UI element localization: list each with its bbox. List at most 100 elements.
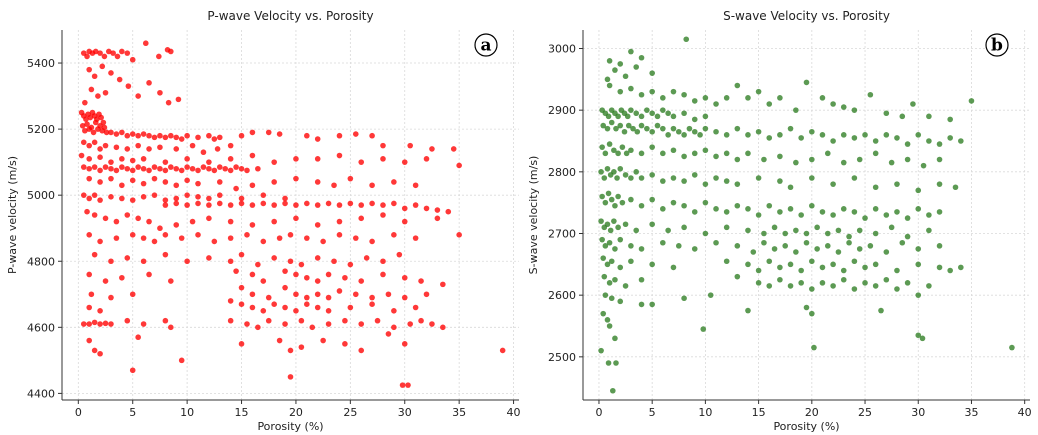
data-point — [777, 153, 783, 160]
data-point — [352, 131, 359, 137]
data-point — [401, 274, 408, 281]
data-point — [745, 132, 751, 138]
data-point — [304, 235, 310, 241]
data-point — [723, 258, 730, 265]
x-tick-label: 30 — [911, 406, 925, 419]
data-point — [713, 101, 719, 107]
data-point — [287, 258, 294, 265]
data-point — [162, 232, 169, 238]
data-point — [347, 200, 354, 207]
data-point — [407, 142, 413, 149]
data-point — [445, 208, 452, 215]
data-point — [129, 157, 136, 164]
panel-label-circle — [474, 33, 498, 57]
data-point — [184, 177, 190, 184]
data-point — [787, 283, 794, 289]
data-point — [358, 159, 365, 165]
data-point — [86, 165, 93, 172]
data-point — [625, 122, 632, 129]
data-point — [649, 70, 655, 76]
data-point — [851, 175, 858, 181]
data-point — [124, 50, 131, 56]
data-point — [293, 291, 299, 298]
data-point — [649, 144, 655, 150]
data-point — [108, 258, 114, 265]
data-point — [621, 128, 628, 135]
data-point — [314, 156, 321, 162]
data-point — [440, 281, 446, 288]
data-point — [119, 195, 125, 202]
data-point — [369, 301, 375, 307]
data-point — [369, 182, 375, 189]
data-point — [91, 251, 98, 258]
data-point — [90, 129, 97, 136]
data-point — [755, 128, 762, 135]
data-point — [611, 218, 617, 224]
data-point — [238, 200, 245, 207]
data-point — [499, 347, 506, 354]
data-point — [227, 218, 234, 225]
data-point — [681, 132, 687, 138]
data-point — [888, 224, 895, 231]
x-tick-label: 5 — [649, 406, 656, 419]
data-point — [851, 258, 858, 265]
data-point — [793, 227, 799, 234]
data-point — [623, 150, 630, 157]
data-point — [904, 233, 911, 240]
x-tick-label: 5 — [129, 406, 136, 419]
data-point — [777, 178, 783, 184]
data-point — [173, 165, 180, 172]
data-point — [691, 116, 698, 123]
data-point — [599, 144, 605, 150]
data-point — [628, 243, 634, 249]
data-point — [314, 255, 321, 261]
data-point — [809, 175, 815, 181]
data-point — [617, 88, 624, 95]
data-point — [628, 258, 634, 265]
data-point — [681, 178, 687, 184]
data-point — [189, 218, 196, 225]
data-point — [168, 132, 174, 139]
y-tick-label: 5200 — [27, 123, 55, 136]
data-point — [830, 181, 836, 187]
data-point — [97, 167, 103, 174]
data-point — [293, 308, 299, 314]
data-point — [151, 175, 158, 182]
data-point — [325, 321, 332, 327]
panel-b: 0 5 10 15 20 25 30 35 40 2500 2600 2700 2800 2900 3000… — [527, 9, 1032, 433]
data-point — [649, 196, 655, 203]
data-point — [282, 284, 288, 291]
x-axis-label: Porosity (%) — [773, 420, 839, 433]
data-point — [271, 202, 277, 208]
data-point — [851, 107, 858, 113]
y-tick-label: 2500 — [548, 351, 576, 364]
data-point — [86, 126, 93, 132]
data-point — [872, 206, 879, 212]
data-point — [162, 179, 169, 185]
data-point — [598, 218, 604, 224]
data-point — [83, 116, 89, 122]
data-point — [385, 331, 392, 337]
data-point — [691, 128, 698, 135]
data-point — [380, 212, 386, 218]
data-point — [178, 167, 185, 174]
data-point — [391, 200, 397, 207]
data-point — [691, 172, 698, 178]
data-point — [819, 280, 826, 286]
data-point — [936, 156, 943, 163]
data-point — [238, 195, 245, 202]
data-point — [347, 175, 354, 182]
data-point — [227, 156, 234, 162]
data-point — [412, 304, 419, 311]
data-point — [606, 323, 613, 329]
data-point — [282, 304, 288, 311]
data-point — [238, 132, 245, 139]
data-point — [649, 172, 655, 178]
data-point — [124, 132, 131, 139]
data-point — [97, 350, 103, 357]
data-point — [282, 321, 288, 327]
data-point — [638, 175, 645, 181]
data-point — [713, 206, 719, 212]
data-point — [840, 276, 847, 283]
data-point — [915, 292, 922, 298]
